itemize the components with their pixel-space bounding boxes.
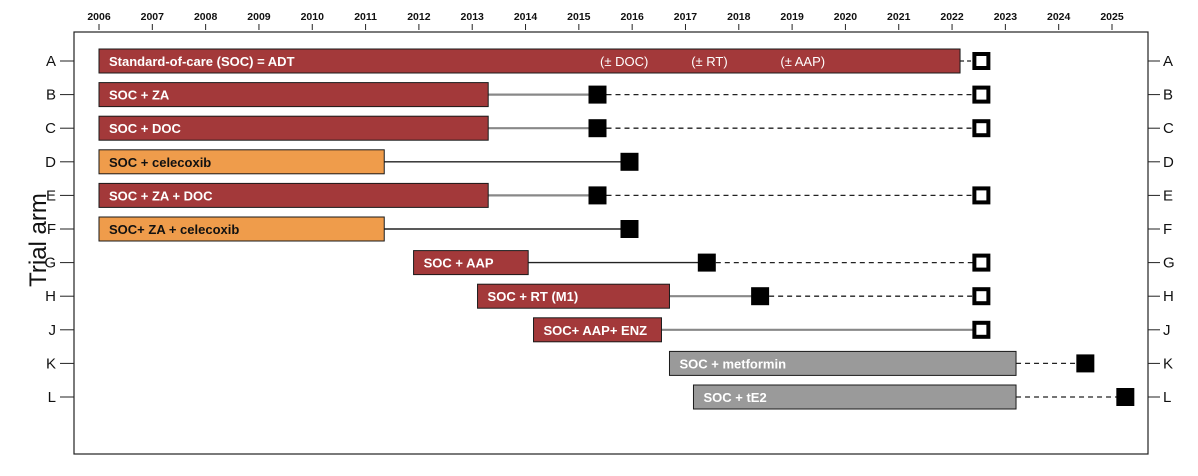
arm-bar-label: SOC + tE2 [703,390,766,405]
x-tick-label: 2010 [301,11,325,23]
recruitment-bar [668,350,1017,376]
arm-bar-label: SOC + AAP [424,256,494,271]
recruitment-bar [692,384,1017,410]
result-marker-open [972,186,991,205]
result-marker-open [972,253,991,272]
arm-a-annotation: (± AAP) [780,54,825,69]
arm-label-left: H [45,288,56,305]
arm-bar-label: SOC+ ZA + celecoxib [109,222,239,237]
arm-label-left: F [47,221,56,238]
result-marker-filled [620,220,639,238]
x-tick-label: 2017 [674,11,698,23]
arm-label-left: A [46,53,56,70]
result-marker-filled [588,119,607,138]
recruitment-bar [98,216,385,242]
result-marker-open [972,287,991,306]
result-marker-open [972,52,991,70]
result-marker-open [972,119,991,138]
arm-label-right: L [1163,389,1171,406]
arm-label-right: J [1163,322,1171,339]
x-tick-label: 2024 [1047,11,1071,23]
result-marker-filled [588,85,607,104]
arm-label-left: E [46,187,56,204]
recruitment-bar [98,149,385,175]
result-marker-filled [1116,388,1135,406]
arm-label-right: H [1163,288,1174,305]
result-marker-filled [697,253,716,272]
recruitment-bar [98,115,489,141]
result-marker-open [972,320,991,339]
arm-label-right: A [1163,53,1173,70]
arm-label-left: C [45,120,56,137]
bars-layer: Standard-of-care (SOC) = ADT SOC + ZA SOC … [98,48,1135,410]
result-marker-filled [1076,354,1095,373]
x-tick-label: 2011 [354,11,377,23]
recruitment-bar [477,283,670,309]
arm-bar-label: SOC + ZA [109,88,170,103]
x-tick-label: 2007 [141,11,165,23]
x-tick-label: 2006 [87,11,111,23]
x-tick-label: 2013 [461,11,485,23]
arm-label-left: B [46,87,56,104]
result-marker-filled [588,186,607,205]
recruitment-bar [98,82,489,108]
arm-label-left: L [48,389,56,406]
x-tick-label: 2015 [567,11,591,23]
x-tick-label: 2014 [514,11,538,23]
arm-a-annotation: (± RT) [691,54,728,69]
x-tick-label: 2023 [994,11,1018,23]
x-tick-label: 2012 [407,11,431,23]
arm-bar-label: SOC+ AAP+ ENZ [544,323,648,338]
arm-bar-label: SOC + RT (M1) [488,289,579,304]
arm-label-left: K [46,355,56,372]
arm-label-right: G [1163,255,1175,272]
arm-label-left: D [45,154,56,171]
recruitment-bar [98,48,961,74]
recruitment-bar [98,182,489,208]
arm-bar-label: SOC + celecoxib [109,155,211,170]
x-tick-label: 2021 [887,11,911,23]
x-tick-label: 2008 [194,11,218,23]
result-marker-open [972,85,991,104]
arm-label-left: J [49,322,57,339]
recruitment-bar [413,250,529,276]
x-tick-label: 2016 [620,11,644,23]
arm-label-left: G [44,255,56,272]
arm-bar-label: SOC + metformin [679,356,786,371]
x-tick-label: 2018 [727,11,751,23]
arm-bar-label: SOC + DOC [109,121,181,136]
arm-label-right: C [1163,120,1174,137]
x-tick-label: 2025 [1100,11,1124,23]
y-axis-label: Trial arm [25,193,52,287]
arm-label-right: E [1163,187,1173,204]
x-tick-label: 2009 [247,11,271,23]
axis-layer: 2006 2007 2008 2009 2010 2011 2012 2013 2014 2015… [44,11,1175,455]
arm-label-right: B [1163,87,1173,104]
result-marker-filled [620,152,639,171]
arm-a-annotation: (± DOC) [600,54,648,69]
arm-bar-label: SOC + ZA + DOC [109,188,213,203]
arm-label-right: D [1163,154,1174,171]
arm-label-right: F [1163,221,1172,238]
recruitment-bar [533,317,662,343]
x-tick-label: 2020 [834,11,858,23]
result-marker-filled [751,287,770,306]
x-tick-label: 2022 [940,11,964,23]
x-tick-label: 2019 [780,11,804,23]
arm-bar-label: Standard-of-care (SOC) = ADT [109,54,295,69]
arm-label-right: K [1163,355,1173,372]
plot-frame [73,31,1149,455]
